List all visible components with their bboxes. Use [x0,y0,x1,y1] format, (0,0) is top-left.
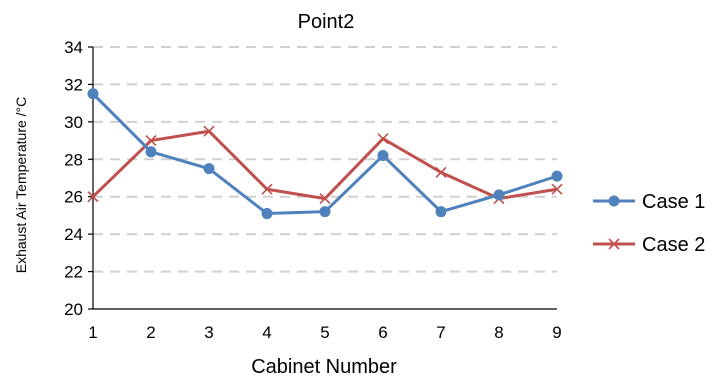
x-tick-label: 5 [320,323,329,342]
legend-label: Case 1 [642,191,705,213]
y-tick-label: 28 [64,150,83,169]
y-tick-label: 34 [64,38,83,57]
data-point [145,146,157,158]
x-axis-label: Cabinet Number [251,356,397,378]
legend: Case 1 Case 2 [593,191,705,256]
chart-title: Point2 [298,11,355,33]
gridlines [93,46,557,273]
data-point [203,125,215,137]
y-tick-label: 24 [64,225,83,244]
data-point [551,170,563,182]
data-point [377,133,389,145]
data-point [493,189,505,201]
y-tick-labels: 20 22 24 26 28 30 32 34 [64,38,83,319]
x-tick-label: 1 [88,323,97,342]
data-point [319,193,331,205]
y-tick-label: 26 [64,188,83,207]
series-line [91,129,558,201]
legend-item: Case 1 [593,191,705,213]
data-point [551,183,563,195]
data-point [203,163,215,175]
data-point [435,206,447,218]
series-group [87,88,563,220]
x-tick-labels: 1 2 3 4 5 6 7 8 9 [88,323,561,342]
x-tick-label: 8 [494,323,503,342]
x-tick-label: 6 [378,323,387,342]
legend-item: Case 2 [593,234,705,256]
y-tick-label: 30 [64,113,83,132]
x-tick-label: 3 [204,323,213,342]
data-point [319,206,331,218]
data-point [608,238,620,250]
x-tick-label: 9 [552,323,561,342]
x-tick-label: 7 [436,323,445,342]
y-tick-label: 20 [64,300,83,319]
x-tick-label: 4 [262,323,271,342]
data-point [87,88,99,100]
data-point [87,191,99,203]
data-point [261,183,273,195]
data-point [608,195,620,207]
y-tick-label: 22 [64,263,83,282]
data-point [435,166,447,178]
axes [88,46,557,310]
y-axis-label: Exhaust Air Temperature /°C [13,97,29,274]
legend-label: Case 2 [642,234,705,256]
data-point [145,135,157,147]
data-point [261,208,273,220]
data-point [377,150,389,162]
y-tick-label: 32 [64,75,83,94]
series-line [91,92,558,216]
x-tick-label: 2 [146,323,155,342]
